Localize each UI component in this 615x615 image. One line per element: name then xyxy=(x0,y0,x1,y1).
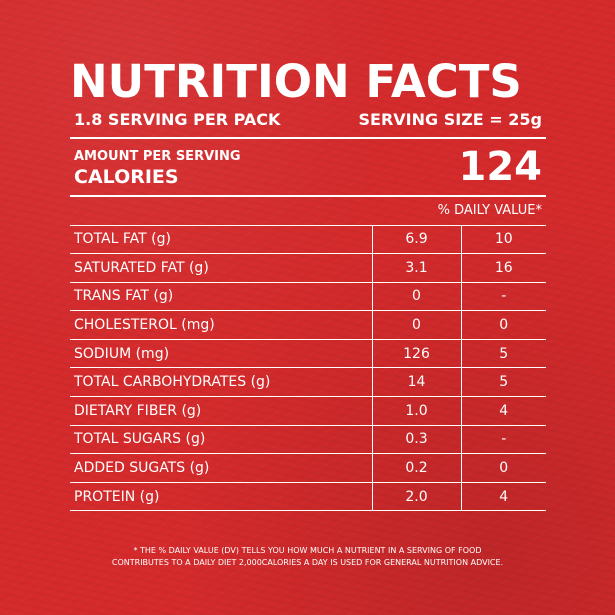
nutrient-name: TOTAL FAT (g) xyxy=(70,224,372,255)
table-row: TRANS FAT (g) 0 - xyxy=(70,282,546,312)
footnote-line: CONTRIBUTES TO A DAILY DIET 2,000CALORIE… xyxy=(111,558,504,567)
nutrient-amount: 6.9 xyxy=(371,224,462,255)
nutrition-title: NUTRITION FACTS xyxy=(70,55,522,108)
nutrient-amount: 0.3 xyxy=(371,425,462,455)
calories-block: AMOUNT PER SERVING CALORIES 124 xyxy=(70,139,546,195)
serving-info: 1.8 SERVING PER PACK SERVING SIZE = 25g xyxy=(70,110,546,137)
nutrient-table: TOTAL FAT (g) 6.9 10 SATURATED FAT (g) 3… xyxy=(70,224,546,512)
daily-value-footnote: * THE % DAILY VALUE (DV) TELLS YOU HOW M… xyxy=(0,545,615,569)
table-row: PROTEIN (g) 2.0 4 xyxy=(70,482,546,512)
nutrition-facts-panel: NUTRITION FACTS 1.8 SERVING PER PACK SER… xyxy=(70,55,546,512)
nutrient-name: ADDED SUGATS (g) xyxy=(70,453,372,483)
calories-value: 124 xyxy=(458,144,543,190)
nutrient-daily-value: 0 xyxy=(461,453,546,483)
nutrient-amount: 0 xyxy=(371,310,462,340)
nutrient-amount: 0 xyxy=(371,282,462,312)
divider xyxy=(70,137,546,139)
serving-size: SERVING SIZE = 25g xyxy=(358,110,542,129)
nutrient-daily-value: 10 xyxy=(461,224,546,255)
daily-value-header: % DAILY VALUE* xyxy=(437,202,542,218)
servings-per-pack: 1.8 SERVING PER PACK xyxy=(74,110,281,129)
nutrient-name: TOTAL CARBOHYDRATES (g) xyxy=(70,367,372,398)
nutrient-name: SATURATED FAT (g) xyxy=(70,253,372,283)
nutrient-amount: 14 xyxy=(371,367,462,398)
nutrient-name: SODIUM (mg) xyxy=(70,339,372,369)
nutrient-daily-value: - xyxy=(461,425,546,455)
nutrient-daily-value: 4 xyxy=(461,396,546,426)
nutrient-name: TOTAL SUGARS (g) xyxy=(70,425,372,455)
table-row: ADDED SUGATS (g) 0.2 0 xyxy=(70,453,546,483)
nutrient-amount: 1.0 xyxy=(371,396,462,426)
nutrient-daily-value: 16 xyxy=(461,253,546,283)
nutrient-name: PROTEIN (g) xyxy=(70,482,372,512)
nutrient-name: TRANS FAT (g) xyxy=(70,282,372,312)
nutrient-amount: 0.2 xyxy=(371,453,462,483)
nutrient-amount: 2.0 xyxy=(371,482,462,512)
nutrient-name: CHOLESTEROL (mg) xyxy=(70,310,372,340)
table-row: CHOLESTEROL (mg) 0 0 xyxy=(70,310,546,340)
nutrient-amount: 3.1 xyxy=(371,253,462,283)
nutrient-daily-value: 0 xyxy=(461,310,546,340)
nutrient-daily-value: 5 xyxy=(461,339,546,369)
calories-label: CALORIES xyxy=(74,166,179,188)
table-row: SODIUM (mg) 126 5 xyxy=(70,339,546,369)
nutrient-amount: 126 xyxy=(371,339,462,369)
table-row: TOTAL FAT (g) 6.9 10 xyxy=(70,224,546,255)
nutrient-daily-value: 4 xyxy=(461,482,546,512)
nutrient-name: DIETARY FIBER (g) xyxy=(70,396,372,426)
nutrient-daily-value: - xyxy=(461,282,546,312)
footnote-line: * THE % DAILY VALUE (DV) TELLS YOU HOW M… xyxy=(133,546,482,555)
nutrient-daily-value: 5 xyxy=(461,367,546,398)
table-row: DIETARY FIBER (g) 1.0 4 xyxy=(70,396,546,426)
table-row: SATURATED FAT (g) 3.1 16 xyxy=(70,253,546,283)
table-row: TOTAL SUGARS (g) 0.3 - xyxy=(70,425,546,455)
divider xyxy=(70,195,546,197)
amount-per-serving-label: AMOUNT PER SERVING xyxy=(74,149,241,164)
table-row: TOTAL CARBOHYDRATES (g) 14 5 xyxy=(70,367,546,398)
